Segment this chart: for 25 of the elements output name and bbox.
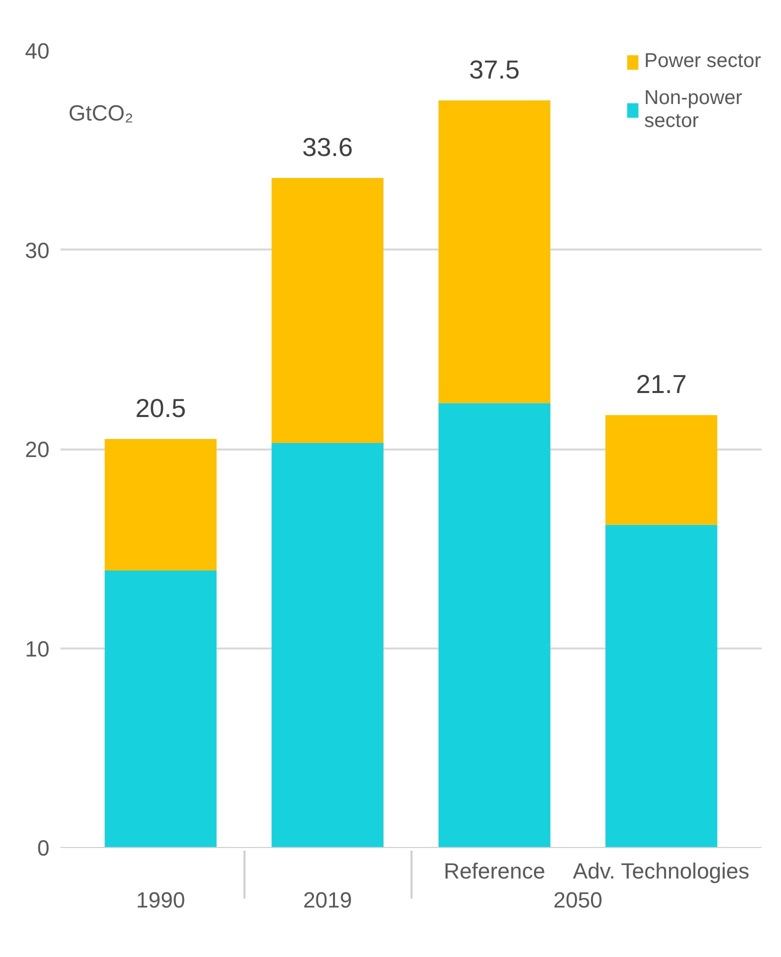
bar <box>272 178 384 444</box>
total-label: 33.6 <box>302 132 353 162</box>
x-tick-label: 1990 <box>136 888 186 912</box>
y-tick-label: 30 <box>25 238 50 263</box>
total-label: 20.5 <box>135 393 186 424</box>
y-tick-label: 0 <box>37 836 50 860</box>
bar <box>104 439 217 571</box>
bar <box>605 415 718 525</box>
y-tick-label: 10 <box>25 636 50 662</box>
x-tick-label: Reference <box>444 858 546 884</box>
y-tick-label: 40 <box>25 38 50 64</box>
legend-label: Power sector <box>644 50 761 73</box>
y-axis-title: GtCO₂ <box>68 100 134 126</box>
legend-label: Non-power sector <box>644 87 742 133</box>
text: 2050 <box>553 888 602 912</box>
total-label: 21.7 <box>636 369 687 400</box>
x-tick-label: 2019 <box>303 888 352 912</box>
bar <box>438 403 550 848</box>
bar <box>104 570 217 848</box>
total-label: 37.5 <box>469 54 520 84</box>
y-tick-label: 20 <box>25 437 50 462</box>
bar <box>272 443 384 848</box>
bar <box>438 100 550 404</box>
x-tick-label: Adv. Technologies <box>572 858 750 884</box>
bar <box>605 524 718 848</box>
